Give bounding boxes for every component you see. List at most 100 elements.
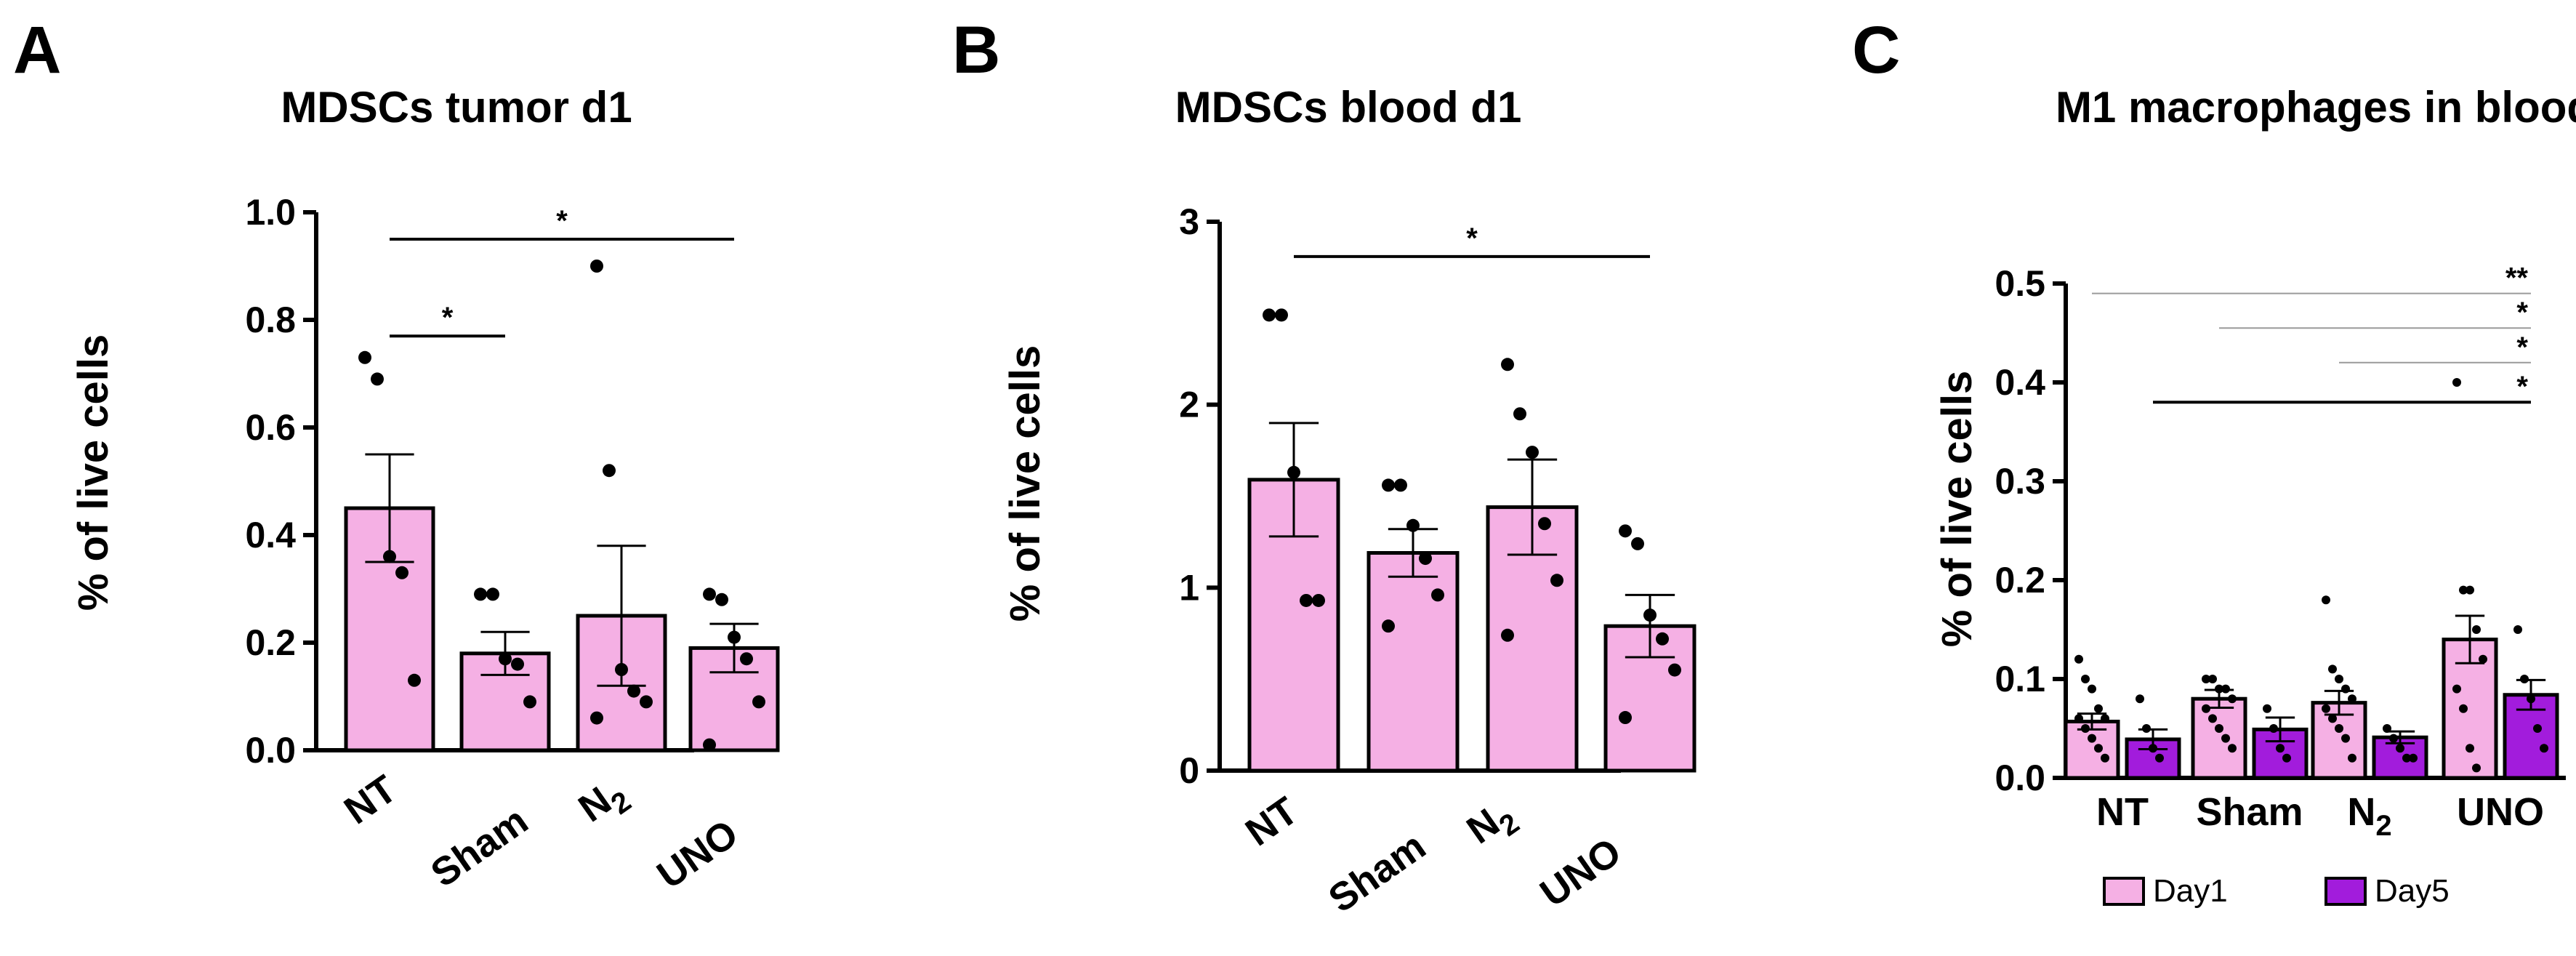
data-point [2081,724,2090,733]
y-tick-label: 1 [1179,567,1199,608]
panel-b: B MDSCs blood d1 % of live cells 0 1 2 3 NTS… [952,13,1696,922]
y-tick-label: 1.0 [245,192,296,233]
x-category-label: UNO [1532,830,1629,915]
data-point [2081,675,2090,683]
x-category-label-text: N [2347,790,2375,834]
legend-swatch-day1 [2103,877,2145,906]
panel-c-title: M1 macrophages in blood [2056,83,2576,132]
data-point [1550,574,1563,587]
data-point [603,464,616,478]
data-point [2322,704,2330,713]
data-point [1526,446,1539,459]
data-point [615,663,628,676]
data-point [2479,654,2487,664]
data-point [1382,478,1395,492]
data-point [408,673,421,687]
data-point [728,630,741,644]
x-category-label: NT [337,767,404,832]
data-point [1300,593,1313,607]
data-point [2155,753,2164,763]
x-category-label: Sham [2196,790,2303,834]
data-point [2466,744,2474,753]
data-point [2527,694,2535,704]
y-tick-label: 0.2 [1995,560,2045,600]
data-point [2074,654,2083,664]
data-point [2452,378,2461,387]
panel-c-y-axis-label: % of live cells [1933,371,1981,647]
data-point [1394,478,1407,492]
data-point [2459,585,2468,595]
x-category-label-text: Sham [1321,824,1433,922]
y-tick-label: 0.0 [245,730,296,771]
y-tick-label: 0.8 [245,300,296,340]
x-category-label-text: UNO [2457,790,2544,834]
data-point [1431,588,1444,602]
data-point [2383,724,2391,733]
data-point [2094,704,2103,713]
data-point [2202,675,2210,683]
bar [2064,719,2120,780]
data-point [2269,724,2278,733]
data-point [2328,714,2337,723]
data-point [2389,734,2398,743]
data-point [752,695,765,709]
bar [1367,551,1460,773]
significance-label: * [442,302,454,334]
panel-c: C M1 macrophages in blood % of live cell… [1852,13,2576,909]
data-point [2228,744,2237,753]
data-point [1275,308,1288,322]
significance-label: * [2516,371,2528,403]
data-point [2322,595,2330,605]
data-point [1643,608,1657,622]
data-point [383,550,396,563]
panel-letter-b: B [952,13,1000,87]
y-tick-label: 0.5 [1995,263,2045,304]
data-point [1656,632,1669,646]
data-point [1538,517,1551,531]
data-point [715,593,728,606]
significance-label: * [2516,332,2528,363]
data-point [627,684,640,698]
y-tick-label: 0.0 [1995,758,2045,798]
y-tick-label: 0.4 [1995,362,2045,403]
panel-b-title: MDSCs blood d1 [1175,83,1522,132]
data-point [358,350,371,364]
data-point [2472,763,2481,773]
y-tick-label: 0.3 [1995,461,2045,502]
data-point [2335,675,2343,683]
data-point [2540,744,2548,753]
x-category-label: NT [2096,790,2149,834]
x-category-label-text: UNO [649,811,746,897]
data-point [2101,753,2109,763]
x-category-label-text: NT [2096,790,2149,834]
data-point [2088,734,2096,743]
data-point [2341,684,2350,694]
data-point [486,587,499,601]
data-point [2341,734,2350,743]
data-point [523,695,536,709]
panel-a: A MDSCs tumor d1 % of live cells 0.0 0.2 0… [13,13,780,897]
data-point [1668,663,1681,677]
data-point [1619,711,1632,725]
data-point [1513,407,1526,421]
y-tick-label: 0.6 [245,407,296,448]
data-point [2094,744,2103,753]
significance-label: * [2516,297,2528,329]
data-point [2452,684,2461,694]
data-point [2074,714,2083,723]
data-point [2208,675,2217,683]
x-category-label: Sham [423,799,536,896]
data-point [1406,518,1420,532]
data-point [2348,694,2356,704]
data-point [2263,704,2271,713]
legend: Day1 Day5 [2103,873,2450,909]
x-category-label: Sham [1321,824,1433,922]
panel-letter-c: C [1852,13,1900,87]
data-point [1382,619,1395,633]
data-point [2208,714,2217,723]
data-point [511,657,524,671]
data-point [2402,753,2411,763]
data-point [2215,684,2223,694]
data-point [2282,753,2291,763]
